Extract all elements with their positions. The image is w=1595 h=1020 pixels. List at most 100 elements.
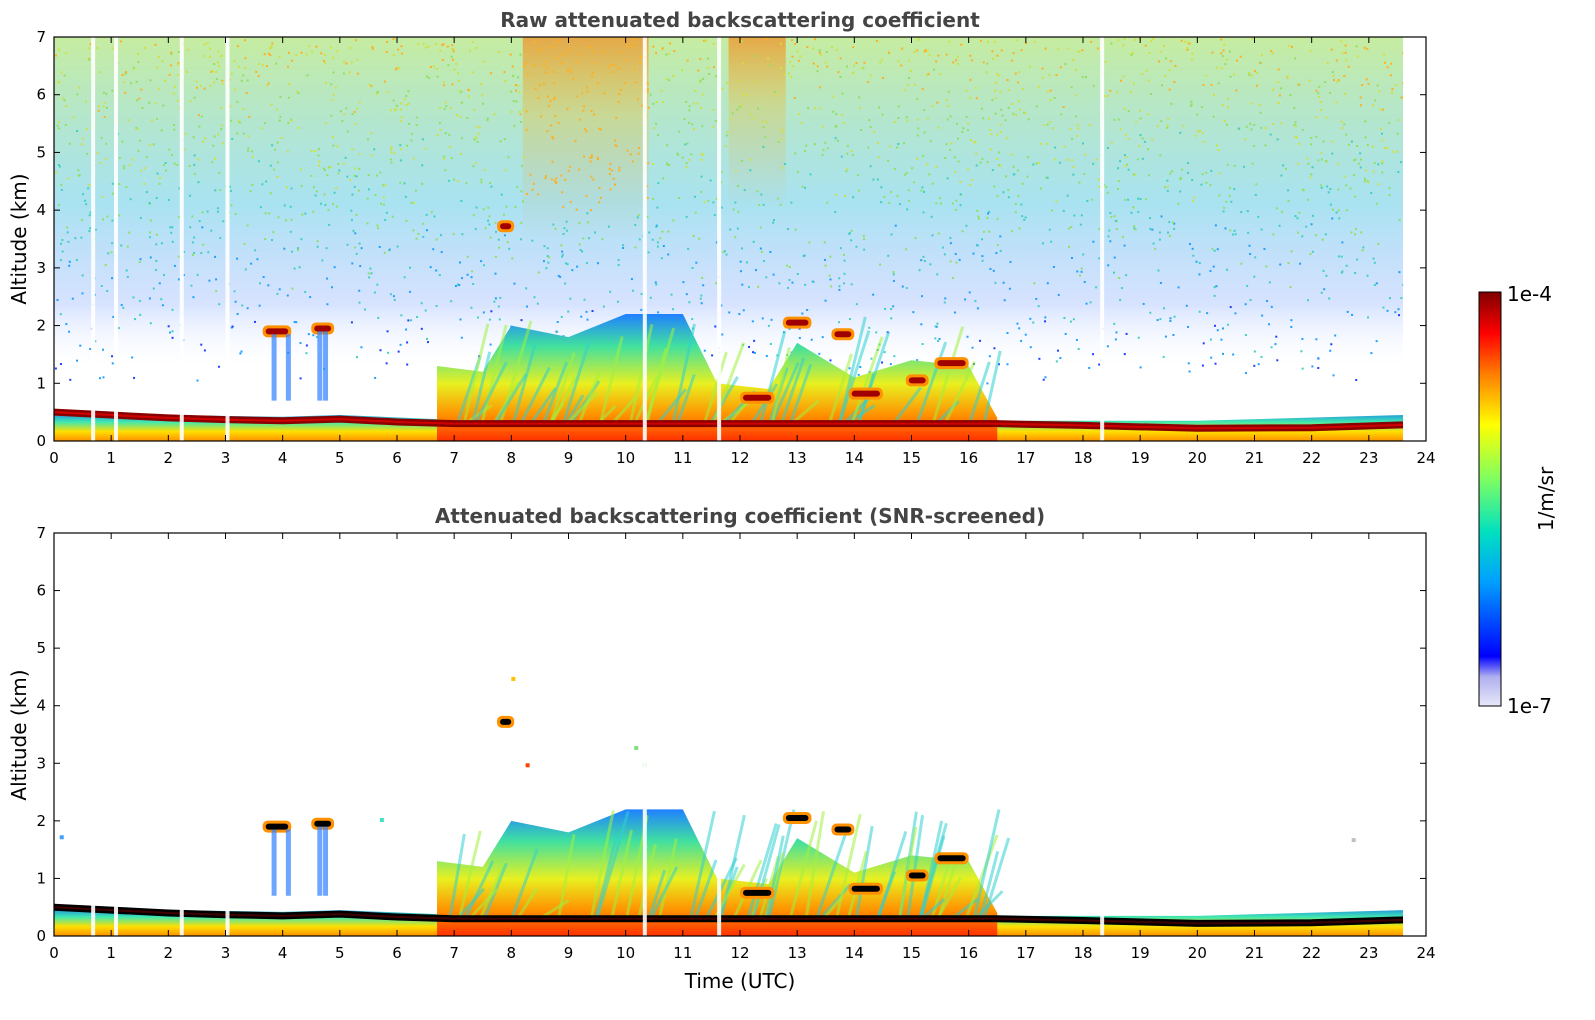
noise-dot [1080,270,1083,273]
noise-dot [439,234,442,237]
noise-dot [1248,244,1251,247]
noise-dot [452,233,455,236]
noise-dot [949,242,952,245]
noise-dot [585,130,588,133]
noise-dot [1337,188,1340,191]
noise-dot [859,365,862,368]
noise-dot [578,221,581,224]
noise-dot [373,148,376,151]
noise-dot [869,74,872,77]
noise-dot [553,96,556,99]
noise-dot [88,58,91,61]
noise-dot [1169,60,1172,63]
noise-dot [975,87,978,90]
noise-dot [106,289,109,292]
noise-dot [439,128,442,131]
noise-dot [1310,136,1313,139]
noise-dot [289,205,292,208]
noise-dot [267,284,270,287]
noise-dot [1092,84,1095,87]
noise-dot [427,341,430,344]
noise-dot [383,80,386,83]
noise-dot [1151,228,1154,231]
x-tick-label: 7 [449,449,459,467]
noise-dot [1190,58,1193,61]
noise-dot [117,327,120,330]
noise-dot [667,230,670,233]
noise-dot [421,138,424,141]
noise-dot [701,153,704,156]
noise-dot [896,146,899,149]
x-tick-label: 13 [788,449,807,467]
noise-dot [999,164,1002,167]
noise-dot [638,238,641,241]
noise-dot [639,61,642,64]
screened-point [1351,838,1356,843]
noise-dot [457,80,460,83]
noise-dot [1123,38,1126,41]
noise-dot [1005,175,1008,178]
noise-dot [700,294,703,297]
noise-dot [269,54,272,57]
noise-dot [450,157,453,160]
plume-streak [557,834,576,919]
noise-dot [479,126,482,129]
noise-dot [412,229,415,232]
noise-dot [906,119,909,122]
noise-dot [1249,122,1252,125]
noise-dot [928,173,931,176]
noise-dot [947,105,950,108]
noise-dot [553,98,556,101]
noise-dot [1321,238,1324,241]
noise-dot [399,159,402,162]
noise-dot [1251,37,1254,40]
noise-dot [325,247,328,250]
noise-dot [1009,260,1012,263]
noise-dot [1221,55,1224,58]
noise-dot [1336,80,1339,83]
noise-dot [1070,86,1073,89]
noise-dot [761,120,764,123]
noise-dot [1070,226,1073,229]
plume-streak [561,341,591,425]
noise-dot [1215,66,1218,69]
noise-dot [636,98,639,101]
noise-dot [711,354,714,357]
noise-dot [788,266,791,269]
noise-dot [997,74,1000,77]
noise-dot [734,236,737,239]
noise-dot [1109,212,1112,215]
noise-dot [543,245,546,248]
noise-dot [586,318,589,321]
data-gap [179,533,184,936]
noise-dot [889,363,892,366]
noise-dot [466,255,469,258]
noise-dot [912,311,915,314]
noise-dot [1063,145,1066,148]
noise-dot [101,196,104,199]
noise-dot [1359,96,1362,99]
noise-dot [1397,308,1400,311]
noise-dot [646,48,649,51]
noise-dot [183,148,186,151]
noise-dot [616,300,619,303]
noise-dot [1083,172,1086,175]
noise-dot [935,202,938,205]
noise-dot [1364,169,1367,172]
cloud-core [743,889,772,896]
noise-dot [475,206,478,209]
noise-dot [1098,363,1101,366]
noise-dot [1014,72,1017,75]
cloud-core [265,823,289,830]
noise-dot [236,100,239,103]
noise-dot [1398,314,1401,317]
noise-dot [646,196,649,199]
noise-dot [762,146,765,149]
noise-dot [905,248,908,251]
noise-dot [824,61,827,64]
noise-dot [1213,249,1216,252]
noise-dot [1366,179,1369,182]
noise-dot [129,198,132,201]
screened-point [525,763,530,768]
noise-dot [701,125,704,128]
